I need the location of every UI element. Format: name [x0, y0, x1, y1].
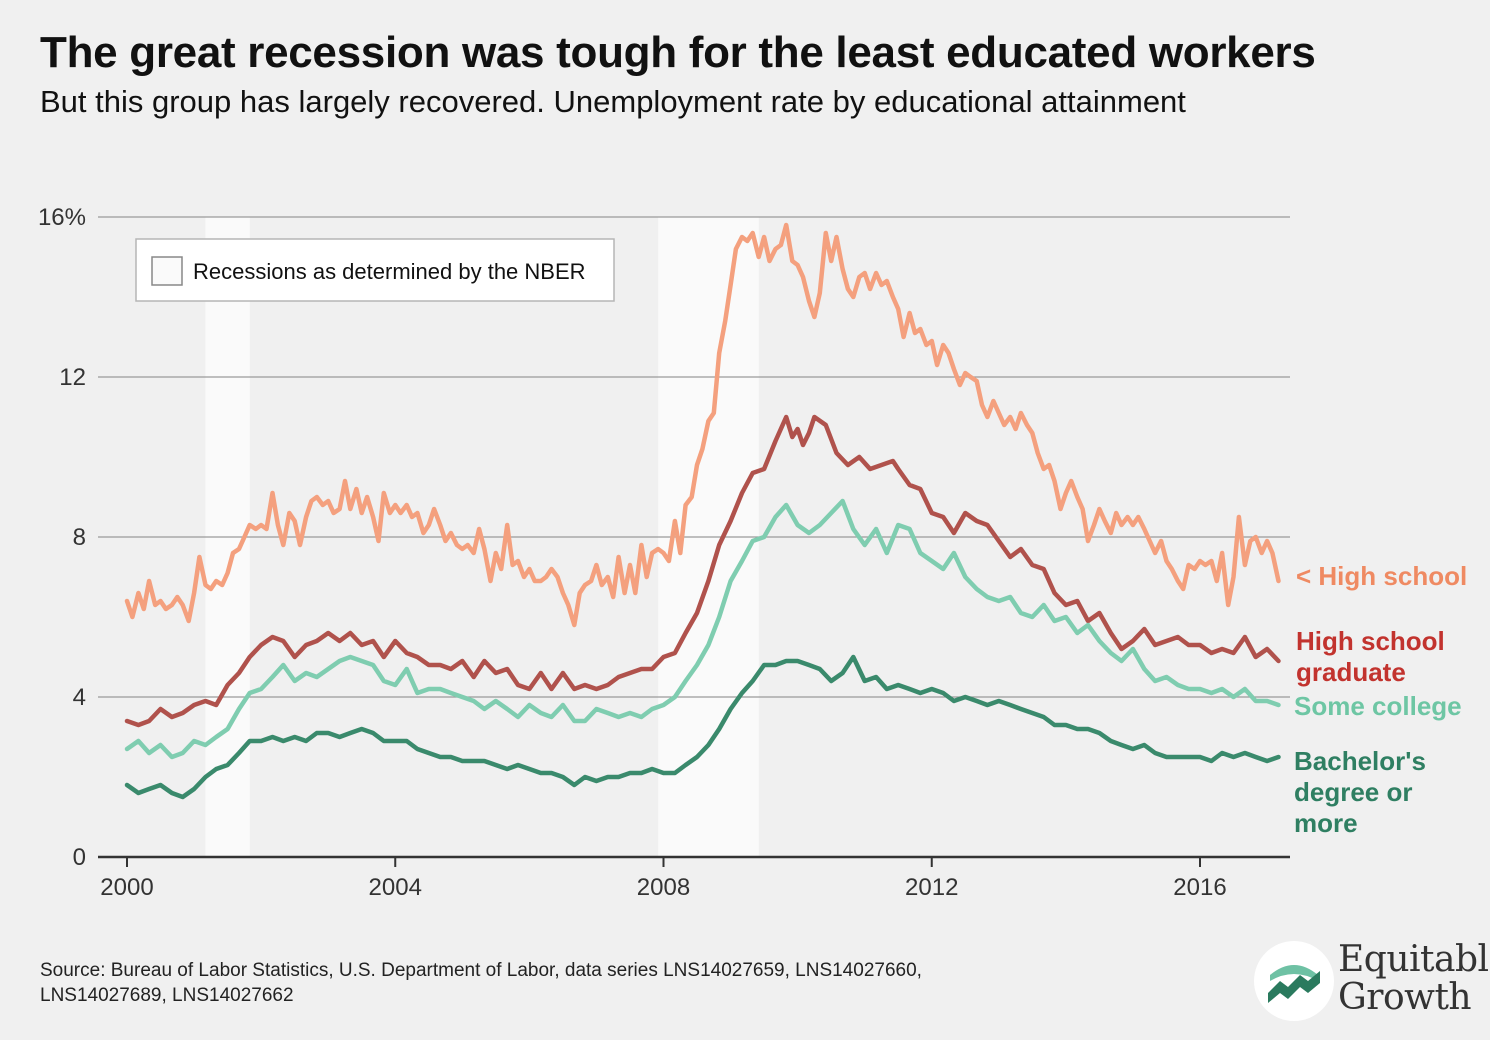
source-line-2: LNS14027689, LNS14027662 [40, 985, 294, 1006]
y-tick-label-0: 0 [73, 844, 86, 871]
x-tick-label-2008: 2008 [637, 874, 690, 901]
line-chart: 0 4 8 12 16% 2000 2004 2008 2012 2016 < High schoo… [38, 204, 1467, 901]
x-tick-label-2012: 2012 [905, 874, 958, 901]
series-line-bachelor-s-degree-or-more [124, 654, 1281, 800]
series-line--high-school [124, 222, 1281, 628]
legend-swatch-recession [151, 256, 183, 286]
equitable-growth-logo[interactable]: Equitable Growth [1248, 935, 1490, 1027]
legend-box [135, 238, 615, 302]
logo-word-equitable: Equitable [1338, 939, 1490, 980]
x-tick-label-2016: 2016 [1173, 874, 1226, 901]
series-label-some-college: Some college [1294, 691, 1462, 721]
y-tick-label-16: 16% [38, 204, 86, 231]
logo-word-growth: Growth [1338, 977, 1472, 1018]
chart-subtitle: But this group has largely recovered. Un… [40, 84, 1186, 119]
series-line-some-college [124, 498, 1281, 760]
source-note: Source: Bureau of Labor Statistics, U.S.… [40, 958, 1150, 1008]
y-tick-label-8: 8 [73, 524, 86, 551]
source-line-1: Source: Bureau of Labor Statistics, U.S.… [40, 960, 922, 981]
series-line-high-school-graduate [124, 414, 1281, 728]
series-label-high-school-graduate: High school graduate [1296, 626, 1445, 687]
y-tick-label-4: 4 [73, 684, 86, 711]
equitable-growth-logo-icon [1254, 941, 1334, 1021]
x-tick-label-2004: 2004 [369, 874, 422, 901]
legend-label-recession: Recessions as determined by the NBER [193, 259, 586, 284]
y-tick-label-12: 12 [59, 364, 86, 391]
series-label-bachelor-s-degree-or-more: Bachelor's degree or more [1294, 746, 1426, 838]
x-tick-label-2000: 2000 [100, 874, 153, 901]
chart-title: The great recession was tough for the le… [40, 28, 1316, 77]
series-label--high-school: < High school [1296, 561, 1467, 591]
